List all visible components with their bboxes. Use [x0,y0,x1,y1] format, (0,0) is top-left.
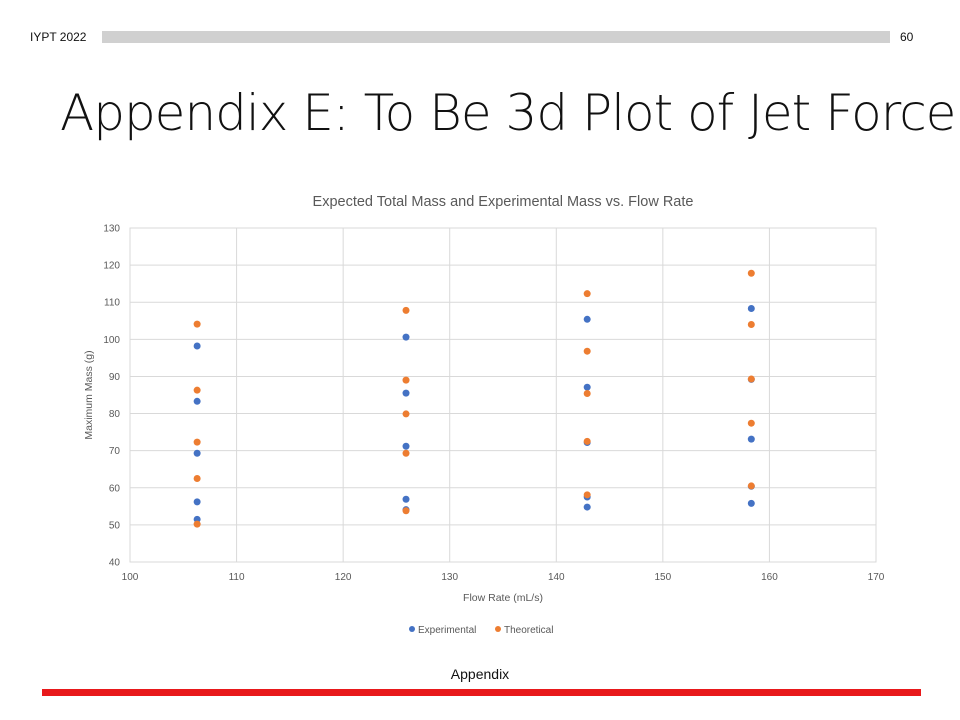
data-point-experimental [583,383,591,391]
data-point-theoretical [402,449,410,457]
header-label: IYPT 2022 [30,30,87,44]
data-point-theoretical [193,438,201,446]
page-number: 60 [900,30,914,44]
x-tick-label: 110 [229,572,245,583]
x-tick-label: 100 [122,572,139,583]
x-tick-label: 130 [441,572,458,583]
data-point-experimental [193,397,201,405]
data-point-theoretical [583,290,591,298]
footer-bar [42,689,921,696]
data-point-experimental [402,442,410,450]
chart-title: Expected Total Mass and Experimental Mas… [313,194,694,210]
footer-label: Appendix [450,666,510,682]
y-tick-label: 130 [103,224,120,235]
data-point-experimental [583,315,591,323]
data-point-experimental [747,435,755,443]
data-point-experimental [747,499,755,507]
data-point-theoretical [193,320,201,328]
y-tick-label: 80 [109,409,121,420]
data-point-theoretical [402,376,410,384]
data-point-experimental [193,449,201,457]
y-tick-label: 100 [103,335,120,346]
legend-marker-experimental [409,626,415,632]
y-tick-label: 50 [109,520,121,531]
data-point-theoretical [583,347,591,355]
data-point-theoretical [747,482,755,490]
data-point-experimental [402,495,410,503]
data-point-experimental [193,342,201,350]
data-point-experimental [402,389,410,397]
slide-title: Appendix E: To Be 3d Plot of Jet Force [60,84,956,142]
y-tick-label: 90 [109,372,121,383]
data-point-theoretical [193,386,201,394]
legend-label-theoretical: Theoretical [504,625,553,636]
data-point-theoretical [402,410,410,418]
legend-marker-theoretical [495,626,501,632]
y-tick-label: 120 [103,261,120,272]
data-point-theoretical [747,419,755,427]
data-point-theoretical [747,320,755,328]
data-point-experimental [402,333,410,341]
data-point-theoretical [583,437,591,445]
legend-label-experimental: Experimental [418,625,476,636]
y-axis-label: Maximum Mass (g) [83,350,95,439]
data-point-theoretical [193,475,201,482]
x-axis-label: Flow Rate (mL/s) [463,592,543,604]
data-point-theoretical [583,491,591,499]
x-tick-label: 140 [548,572,565,583]
y-tick-label: 110 [104,298,120,309]
data-point-theoretical [583,390,591,398]
data-point-theoretical [747,375,755,383]
x-tick-label: 160 [761,572,778,583]
y-tick-label: 40 [109,558,121,569]
x-tick-label: 170 [868,572,885,583]
data-point-theoretical [402,306,410,314]
data-point-experimental [747,305,755,313]
data-point-experimental [193,498,201,506]
y-tick-label: 60 [109,483,121,494]
data-point-experimental [583,503,591,511]
plot-area [129,227,877,563]
header-bar [102,31,890,43]
x-tick-label: 120 [335,572,352,583]
data-point-experimental [193,515,201,523]
data-point-theoretical [193,520,201,528]
y-tick-label: 70 [109,446,121,457]
x-tick-label: 150 [655,572,672,583]
data-point-theoretical [402,507,410,515]
data-point-theoretical [747,269,755,277]
